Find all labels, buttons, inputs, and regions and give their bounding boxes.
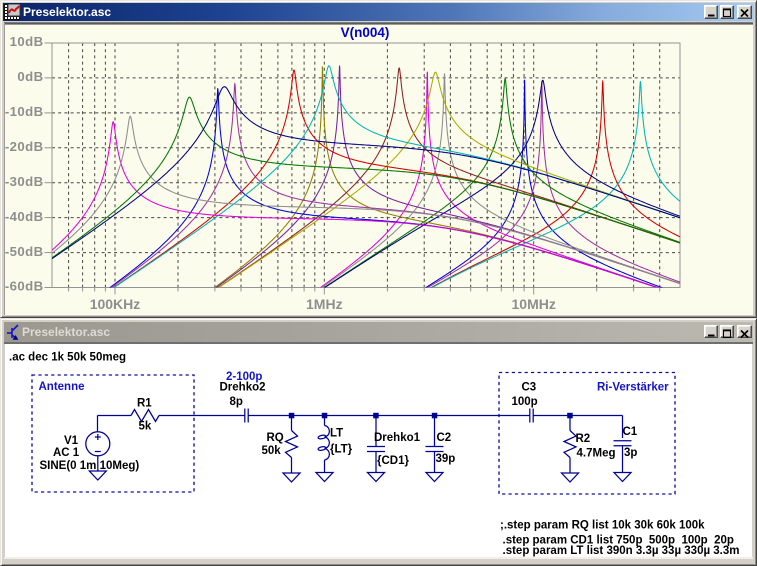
- svg-text:8p: 8p: [230, 396, 243, 408]
- svg-text:100KHz: 100KHz: [90, 296, 141, 312]
- svg-text:0dB: 0dB: [17, 69, 43, 84]
- svg-text:V(n004): V(n004): [341, 25, 390, 40]
- svg-text:;.step param RQ list 10k 30k 6: ;.step param RQ list 10k 30k 60k 100k: [500, 519, 705, 531]
- svg-text:R1: R1: [137, 398, 152, 410]
- svg-text:5k: 5k: [139, 421, 152, 433]
- svg-text:C1: C1: [623, 426, 638, 438]
- svg-text:{LT}: {LT}: [330, 444, 353, 456]
- svg-text:10dB: 10dB: [10, 34, 44, 49]
- svg-text:-20dB: -20dB: [5, 139, 44, 154]
- svg-text:RQ: RQ: [267, 432, 284, 444]
- svg-text:-40dB: -40dB: [5, 209, 44, 224]
- svg-text:.step param LT list 390n 3.3µ: .step param LT list 390n 3.3µ 33µ 330µ 3…: [503, 545, 740, 557]
- svg-text:39p: 39p: [436, 453, 456, 465]
- svg-text:Drehko1: Drehko1: [374, 432, 421, 444]
- svg-text:4.7Meg: 4.7Meg: [577, 448, 616, 460]
- svg-text:{CD1}: {CD1}: [377, 455, 409, 467]
- svg-text:Drehko2: Drehko2: [220, 382, 266, 394]
- svg-text:.ac dec 1k 50k 50meg: .ac dec 1k 50k 50meg: [9, 352, 126, 364]
- svg-text:C2: C2: [437, 432, 452, 444]
- svg-text:LT: LT: [330, 428, 343, 440]
- svg-text:-10dB: -10dB: [5, 104, 44, 119]
- svg-text:-50dB: -50dB: [5, 244, 44, 259]
- svg-text:10MHz: 10MHz: [512, 296, 556, 312]
- svg-text:3p: 3p: [624, 447, 637, 459]
- svg-text:V1: V1: [64, 435, 79, 447]
- svg-text:1MHz: 1MHz: [306, 296, 343, 312]
- svg-text:-60dB: -60dB: [5, 279, 44, 294]
- svg-text:50k: 50k: [262, 445, 282, 457]
- svg-text:C3: C3: [522, 382, 537, 394]
- svg-text:-30dB: -30dB: [5, 174, 44, 189]
- svg-text:Antenne: Antenne: [39, 381, 85, 393]
- svg-text:Ri-Verstärker: Ri-Verstärker: [597, 382, 669, 394]
- svg-text:AC 1: AC 1: [53, 447, 80, 459]
- svg-text:2-100p: 2-100p: [226, 371, 262, 383]
- svg-text:.step param CD1 list 750p 500: .step param CD1 list 750p 500p 100p 20p: [503, 535, 734, 547]
- svg-text:100p: 100p: [512, 396, 538, 408]
- svg-text:R2: R2: [576, 433, 591, 445]
- svg-text:SINE(0 1m 10Meg): SINE(0 1m 10Meg): [40, 460, 140, 472]
